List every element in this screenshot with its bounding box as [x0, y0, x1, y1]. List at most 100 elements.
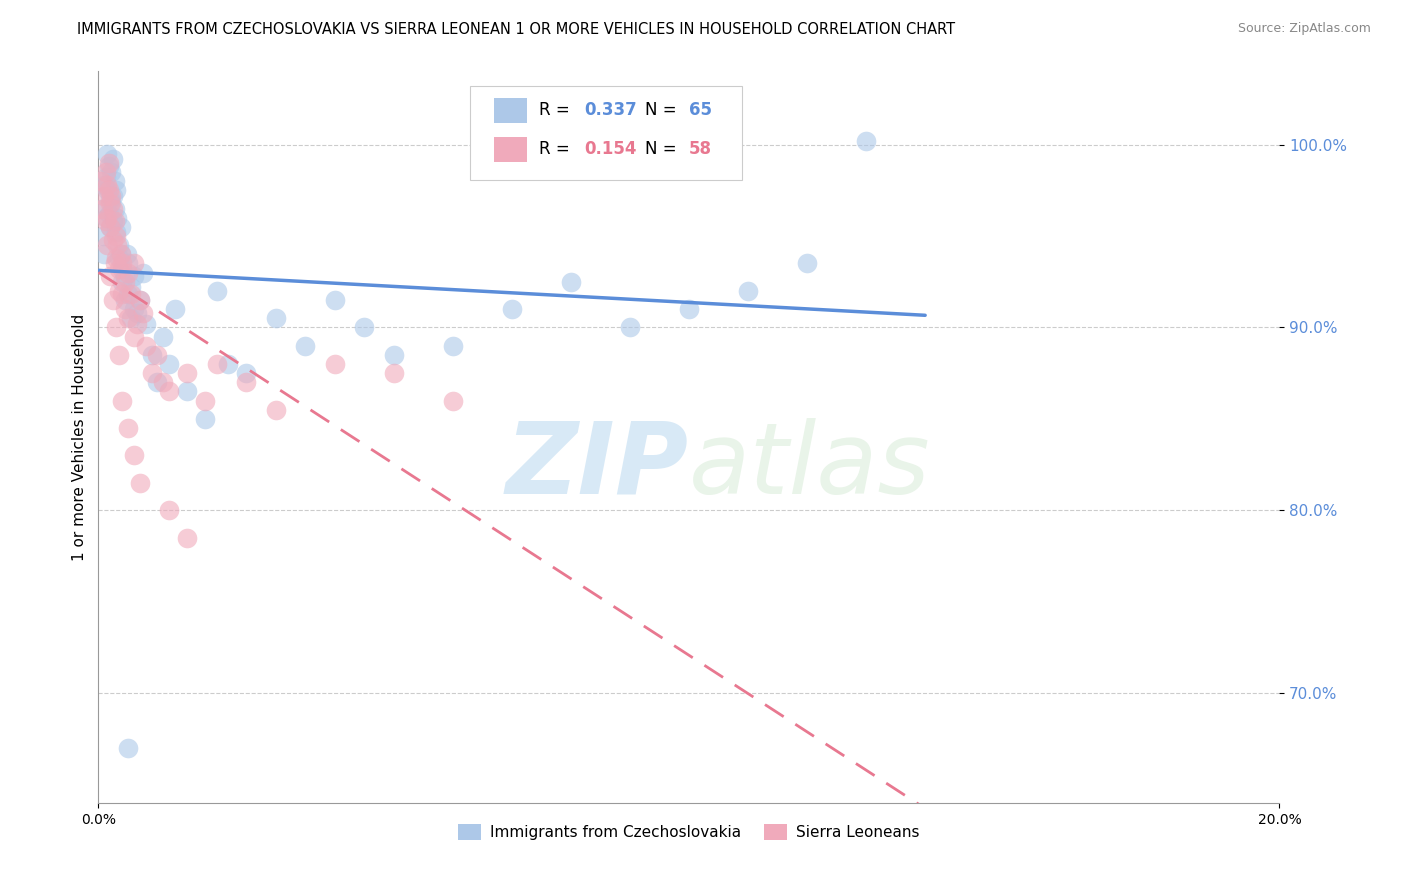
Bar [494, 98, 527, 123]
Point [111, 256, 134, 270]
Point [105, 228, 128, 243]
Point [120, 280, 142, 294]
FancyBboxPatch shape [471, 86, 742, 179]
Point [235, 366, 257, 380]
Point [323, 293, 346, 307]
Point [115, 247, 138, 261]
Point [114, 301, 136, 317]
Point [176, 366, 198, 380]
Point [122, 269, 145, 284]
Point [117, 311, 139, 326]
Point [110, 247, 132, 261]
Point [94, 214, 117, 228]
Point [108, 284, 131, 298]
Point [108, 348, 131, 362]
Point [96, 211, 118, 225]
Point [146, 348, 169, 362]
Point [108, 261, 131, 276]
Point [111, 261, 134, 276]
Point [104, 174, 127, 188]
Point [93, 178, 115, 192]
Point [98, 219, 121, 234]
Point [235, 375, 257, 389]
Point [98, 192, 121, 206]
Point [796, 256, 818, 270]
Point [132, 306, 155, 320]
Point [128, 293, 150, 307]
Point [146, 375, 169, 389]
Point [217, 357, 239, 371]
Point [501, 301, 523, 317]
Point [152, 375, 174, 389]
Point [152, 329, 174, 343]
Bar [494, 137, 527, 162]
Text: 0.154: 0.154 [583, 140, 637, 158]
Point [105, 320, 128, 334]
Text: 65: 65 [689, 101, 711, 119]
Point [125, 306, 148, 320]
Point [264, 402, 287, 417]
Point [94, 170, 117, 185]
Point [855, 134, 877, 148]
Point [157, 503, 180, 517]
Point [103, 152, 125, 166]
Text: 0.337: 0.337 [583, 101, 637, 119]
Text: N =: N = [645, 140, 682, 158]
Point [114, 269, 136, 284]
Point [128, 293, 150, 307]
Point [737, 284, 759, 298]
Point [135, 317, 157, 331]
Point [105, 251, 128, 265]
Point [108, 251, 131, 265]
Point [105, 225, 128, 239]
Point [90, 174, 112, 188]
Point [157, 357, 180, 371]
Point [100, 188, 122, 202]
Point [141, 366, 163, 380]
Text: 58: 58 [689, 140, 711, 158]
Point [94, 165, 117, 179]
Point [91, 202, 114, 216]
Point [117, 287, 139, 301]
Point [96, 183, 118, 197]
Point [96, 146, 118, 161]
Point [108, 238, 131, 252]
Text: R =: R = [538, 140, 575, 158]
Point [678, 301, 700, 317]
Point [98, 160, 121, 174]
Point [96, 178, 118, 192]
Point [98, 269, 121, 284]
Point [157, 384, 180, 399]
Point [176, 384, 198, 399]
Point [98, 196, 121, 211]
Point [105, 183, 128, 197]
Point [141, 348, 163, 362]
Point [125, 317, 148, 331]
Point [441, 338, 464, 352]
Point [264, 311, 287, 326]
Point [114, 275, 136, 289]
Point [122, 448, 145, 462]
Point [176, 531, 198, 545]
Text: R =: R = [538, 101, 575, 119]
Point [194, 411, 217, 425]
Point [93, 188, 115, 202]
Text: atlas: atlas [689, 417, 931, 515]
Point [128, 475, 150, 490]
Point [120, 311, 142, 326]
Point [353, 320, 375, 334]
Point [122, 256, 145, 270]
Point [441, 393, 464, 408]
Y-axis label: 1 or more Vehicles in Household: 1 or more Vehicles in Household [72, 313, 87, 561]
Point [382, 366, 405, 380]
Point [560, 275, 582, 289]
Point [98, 155, 121, 169]
Point [91, 228, 114, 243]
Point [103, 214, 125, 228]
Point [104, 256, 127, 270]
Point [111, 275, 134, 289]
Point [111, 393, 134, 408]
Point [110, 247, 132, 261]
Text: N =: N = [645, 101, 682, 119]
Point [132, 265, 155, 279]
